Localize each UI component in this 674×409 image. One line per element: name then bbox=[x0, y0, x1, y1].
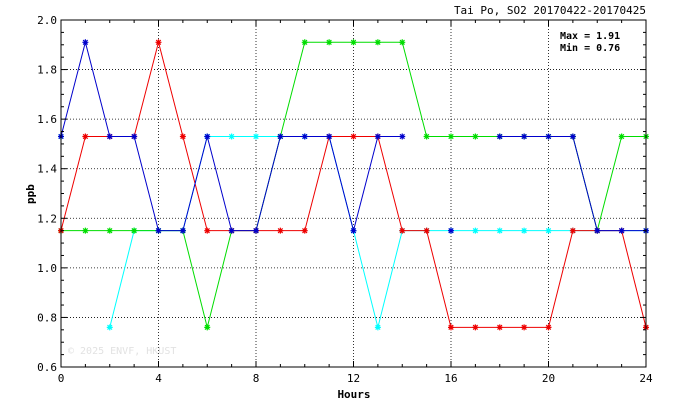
data-point bbox=[253, 227, 259, 234]
x-tick-label: 4 bbox=[155, 372, 162, 385]
data-point bbox=[155, 227, 162, 234]
watermark: © 2025 ENVF, HKUST bbox=[68, 346, 176, 357]
min-annotation: Min = 0.76 bbox=[560, 42, 620, 54]
data-point bbox=[179, 227, 186, 234]
series-3 bbox=[58, 39, 649, 234]
y-tick-label: 0.8 bbox=[37, 311, 57, 324]
data-point bbox=[496, 133, 503, 140]
y-tick-label: 1.8 bbox=[37, 64, 57, 77]
data-point bbox=[423, 227, 430, 234]
y-tick-label: 1.2 bbox=[37, 212, 57, 225]
data-point bbox=[204, 227, 211, 234]
data-point bbox=[301, 39, 308, 46]
series-line bbox=[499, 135, 646, 232]
data-point bbox=[448, 133, 454, 140]
data-point bbox=[277, 227, 284, 234]
y-tick-label: 2.0 bbox=[37, 14, 57, 27]
data-point bbox=[82, 39, 89, 46]
data-point bbox=[399, 39, 406, 46]
y-tick-label: 0.6 bbox=[37, 361, 57, 374]
x-axis-title: Hours bbox=[337, 388, 370, 401]
data-point bbox=[301, 133, 308, 140]
data-point bbox=[496, 227, 503, 234]
data-point bbox=[569, 227, 576, 234]
data-point bbox=[106, 324, 113, 331]
data-point bbox=[545, 227, 552, 234]
data-point bbox=[399, 227, 406, 234]
data-point bbox=[545, 324, 552, 331]
data-point bbox=[155, 39, 162, 46]
data-point bbox=[374, 39, 381, 46]
data-point bbox=[374, 133, 381, 140]
data-point bbox=[472, 227, 479, 234]
data-point bbox=[472, 133, 479, 140]
data-point bbox=[569, 133, 576, 140]
data-point bbox=[253, 133, 259, 140]
data-point bbox=[350, 133, 357, 140]
y-axis-title: ppb bbox=[24, 184, 37, 204]
x-tick-label: 16 bbox=[444, 372, 457, 385]
x-axis-ticks: 0 4 8 12 16 20 24 bbox=[58, 20, 653, 385]
y-tick-label: 1.6 bbox=[37, 113, 57, 126]
data-point bbox=[204, 133, 211, 140]
data-point bbox=[594, 227, 601, 234]
x-tick-label: 0 bbox=[58, 372, 65, 385]
data-point bbox=[545, 133, 552, 140]
y-tick-label: 1.4 bbox=[37, 163, 57, 176]
data-point bbox=[131, 133, 138, 140]
x-tick-label: 20 bbox=[542, 372, 555, 385]
data-point bbox=[82, 133, 89, 140]
data-point bbox=[82, 227, 89, 234]
data-point bbox=[106, 227, 113, 234]
y-tick-label: 1.0 bbox=[37, 262, 57, 275]
data-point bbox=[277, 133, 284, 140]
data-point bbox=[521, 227, 528, 234]
data-point bbox=[228, 227, 235, 234]
series-layer bbox=[58, 39, 649, 331]
x-tick-label: 24 bbox=[639, 372, 653, 385]
data-point bbox=[618, 227, 625, 234]
data-point bbox=[618, 133, 625, 140]
data-point bbox=[204, 324, 211, 331]
data-point bbox=[301, 227, 308, 234]
data-point bbox=[326, 133, 333, 140]
x-tick-label: 12 bbox=[347, 372, 360, 385]
data-point bbox=[374, 324, 381, 331]
data-point bbox=[472, 324, 479, 331]
data-point bbox=[496, 324, 503, 331]
grid bbox=[61, 20, 646, 367]
data-point bbox=[448, 324, 454, 331]
data-point bbox=[521, 324, 528, 331]
data-point bbox=[131, 227, 138, 234]
data-point bbox=[106, 133, 113, 140]
data-point bbox=[399, 133, 406, 140]
data-point bbox=[228, 133, 235, 140]
x-tick-label: 8 bbox=[253, 372, 260, 385]
data-point bbox=[448, 227, 454, 234]
data-point bbox=[350, 39, 357, 46]
data-point bbox=[423, 133, 430, 140]
data-point bbox=[179, 133, 186, 140]
data-point bbox=[326, 39, 333, 46]
data-point bbox=[350, 227, 357, 234]
data-point bbox=[521, 133, 528, 140]
chart-title: Tai Po, SO2 20170422-20170425 bbox=[454, 4, 646, 17]
max-annotation: Max = 1.91 bbox=[560, 31, 620, 42]
y-axis-ticks: 0.6 0.8 1.0 1.2 1.4 1.6 1.8 2.0 bbox=[37, 14, 646, 374]
